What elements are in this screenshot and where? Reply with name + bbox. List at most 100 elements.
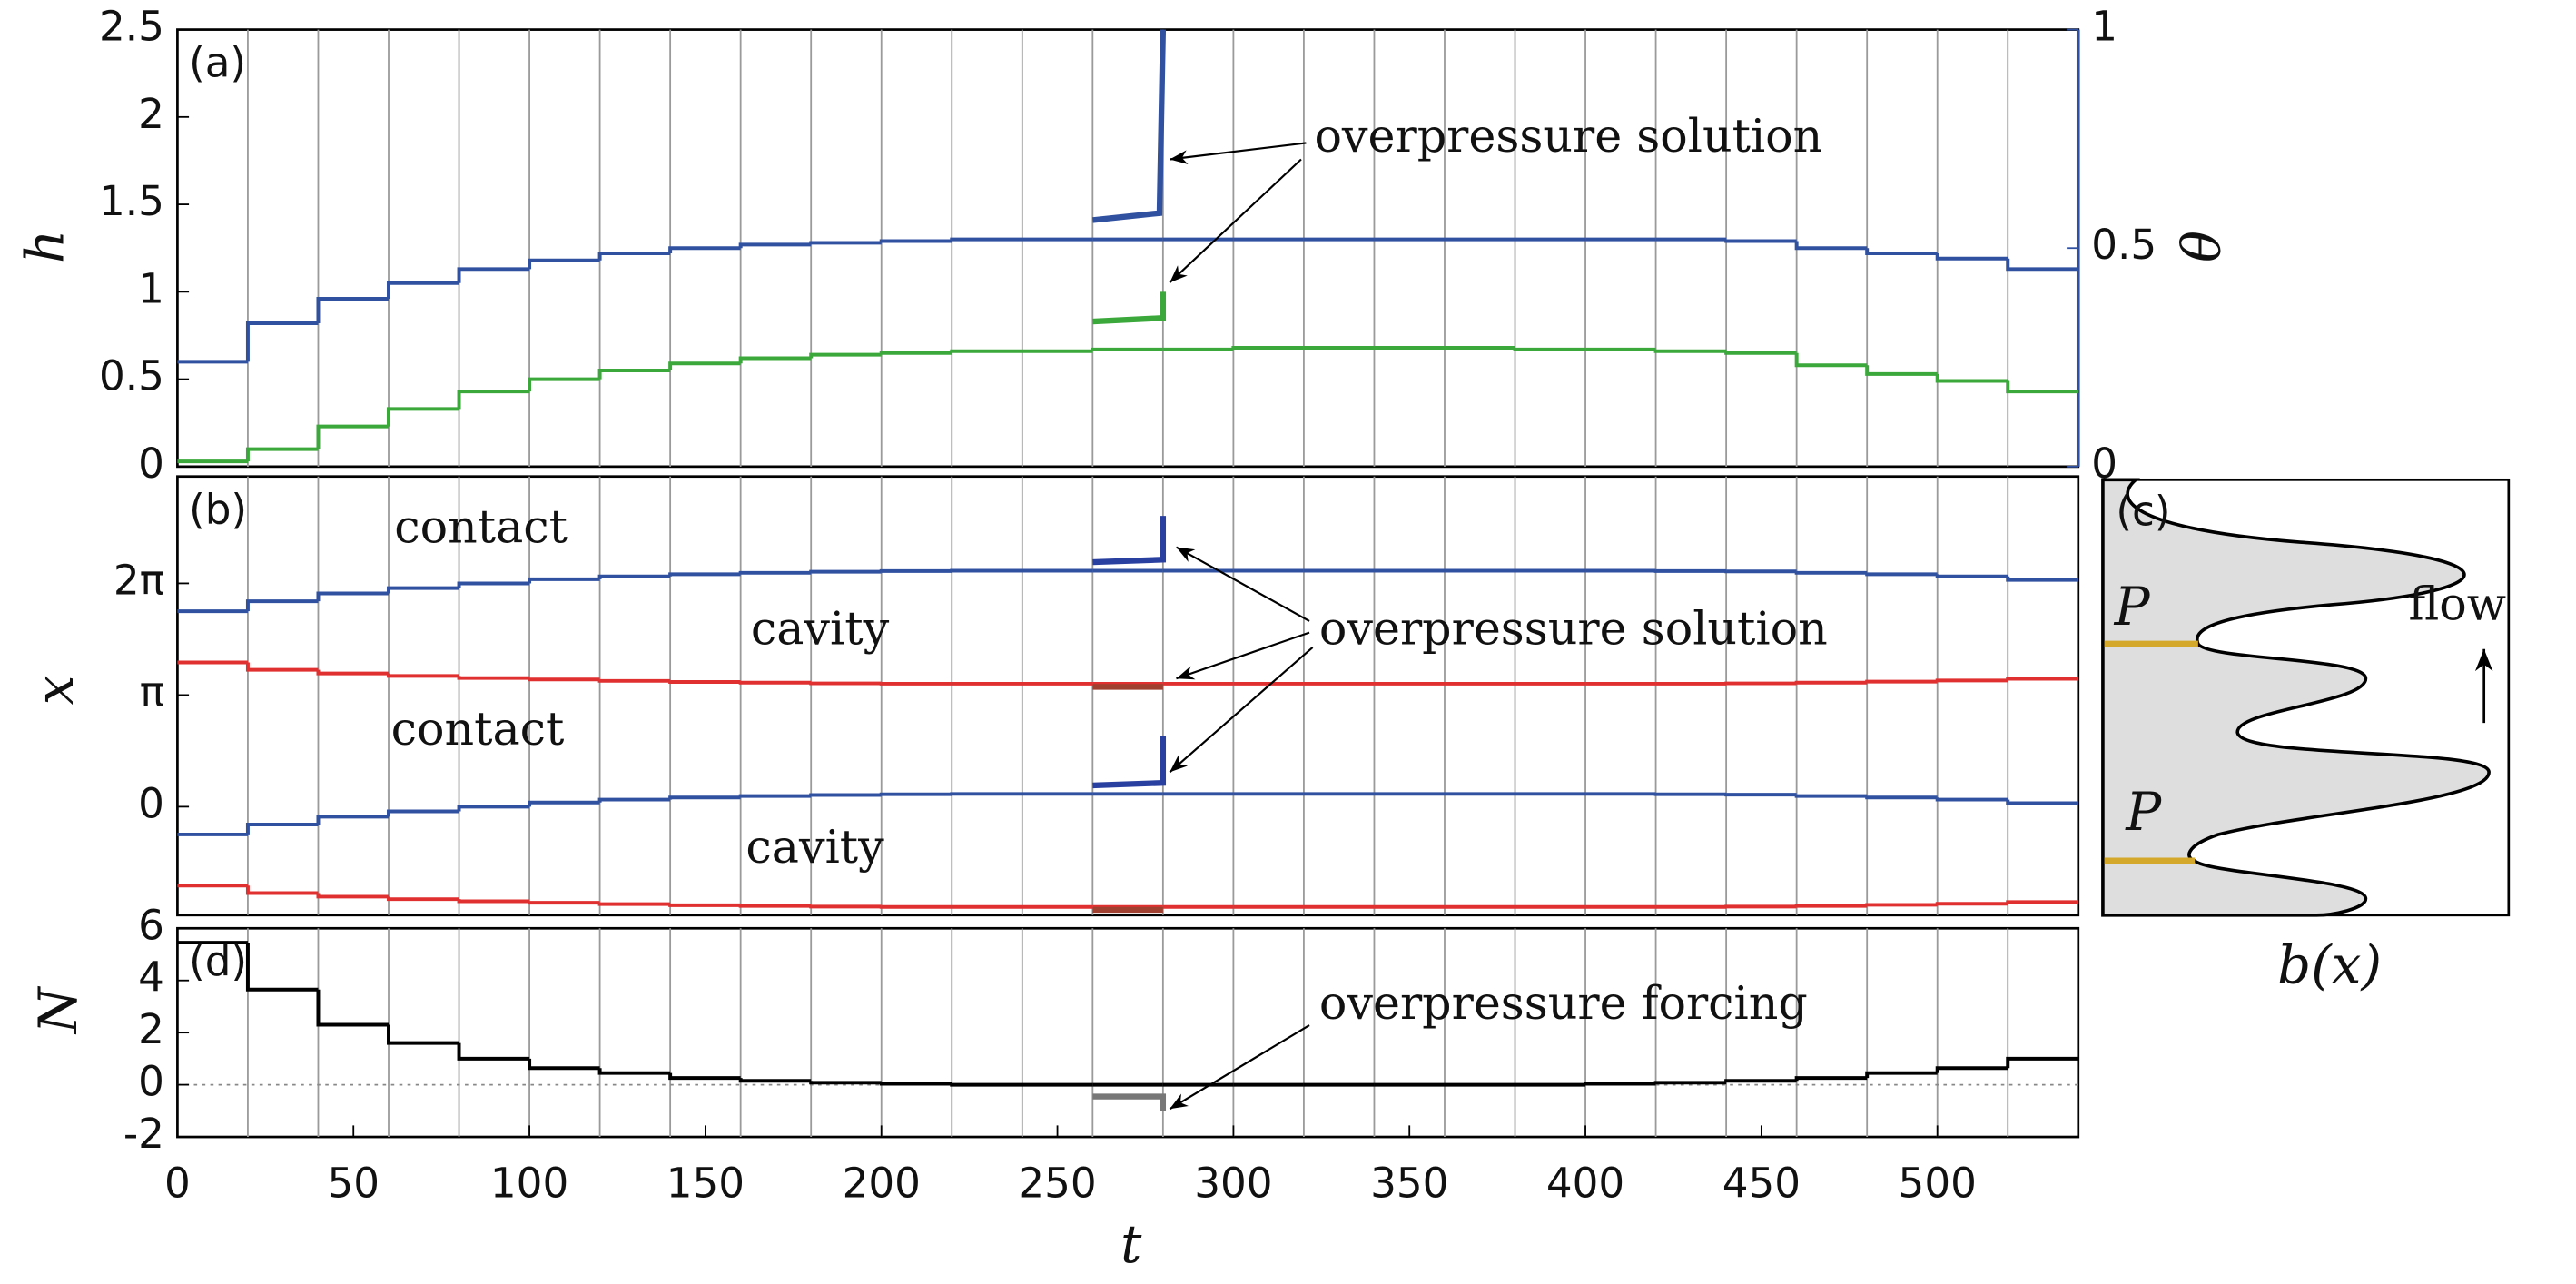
annotation: cavity	[751, 602, 890, 656]
step-segment	[387, 586, 459, 594]
x-tick-label: 400	[1546, 1159, 1624, 1207]
flow-label: flow	[2408, 577, 2506, 630]
step-segment	[597, 1068, 671, 1075]
step-segment	[950, 237, 1022, 242]
step-segment	[528, 377, 600, 392]
y-axis-label: x	[24, 676, 85, 706]
step-segment	[1794, 904, 1868, 908]
y2-axis-label: θ	[2171, 231, 2233, 262]
x-tick-label: 350	[1370, 1159, 1448, 1207]
step-segment	[1513, 347, 1586, 351]
line	[1092, 1093, 1167, 1111]
y-axis-label: h	[14, 230, 75, 263]
step-segment	[597, 902, 671, 906]
step-segment	[1794, 794, 1868, 798]
step-segment	[1794, 352, 1868, 368]
step-segment	[809, 352, 882, 359]
step-segment	[950, 1082, 1022, 1087]
step-segment	[316, 893, 390, 899]
step-segment	[1935, 797, 2008, 802]
step-segment	[1794, 570, 1868, 575]
step-segment	[528, 901, 600, 905]
x-tick-label: 500	[1899, 1159, 1977, 1207]
annotation: contact	[394, 499, 568, 553]
arrow	[1169, 647, 1314, 774]
step-segment	[457, 676, 530, 680]
x-tick-label: 50	[327, 1159, 380, 1207]
step-segment	[245, 822, 319, 835]
panel-frame	[176, 926, 2080, 1139]
step-segment	[1724, 351, 1797, 355]
step-segment	[457, 899, 530, 904]
step-segment	[668, 1072, 741, 1081]
step-segment	[950, 349, 1022, 353]
arrow	[1169, 158, 1302, 284]
step-segment	[809, 681, 882, 686]
step-segment	[597, 678, 671, 683]
step-segment	[2006, 576, 2078, 582]
step-segment	[316, 815, 390, 825]
step-segment	[597, 797, 671, 803]
step-segment	[1865, 1071, 1938, 1079]
step-segment	[738, 680, 812, 685]
step-segment	[457, 390, 530, 410]
step-segment	[528, 677, 600, 682]
p-label: P	[2114, 576, 2151, 637]
step-segment	[1865, 903, 1938, 907]
step-segment	[668, 361, 741, 370]
step-segment	[528, 577, 600, 584]
step-segment	[597, 368, 671, 380]
y2-tick-label: 0.5	[2091, 221, 2157, 269]
panel-label: (c)	[2116, 487, 2170, 535]
x-tick-label: 300	[1194, 1159, 1272, 1207]
x-tick-label: 250	[1018, 1159, 1096, 1207]
step-segment	[387, 1024, 459, 1045]
step-segment	[245, 885, 319, 895]
step-segment	[1724, 239, 1797, 243]
step-segment	[316, 989, 390, 1027]
step-segment	[245, 943, 319, 992]
line	[1092, 516, 1167, 566]
step-segment	[1653, 349, 1727, 353]
annotation: overpressure solution	[1314, 109, 1822, 163]
step-segment	[245, 662, 319, 672]
step-segment	[1865, 572, 1938, 577]
panel-label: (a)	[189, 38, 246, 86]
step-segment	[387, 281, 459, 300]
y-tick-label: 2	[138, 1005, 164, 1053]
bed-profile	[2101, 478, 2491, 917]
x-tick-label: 100	[490, 1159, 568, 1207]
x-tick-label: 450	[1722, 1159, 1801, 1207]
step-segment	[1935, 574, 2008, 578]
step-segment	[2006, 258, 2078, 272]
step-segment	[738, 904, 812, 908]
step-segment	[2006, 380, 2078, 394]
x-tick-label: 150	[666, 1159, 745, 1207]
step-segment	[2006, 900, 2078, 904]
y-tick-label: 0	[138, 779, 164, 827]
step-segment	[809, 1081, 882, 1085]
step-segment	[1865, 795, 1938, 800]
step-segment	[457, 581, 530, 588]
step-segment	[245, 447, 319, 462]
step-segment	[2006, 677, 2078, 681]
line	[1092, 291, 1167, 325]
step-segment	[1935, 373, 2008, 383]
y-axis-label: N	[27, 985, 89, 1035]
panel-c: (c) P P flow b(x)	[2101, 478, 2511, 996]
line	[1091, 29, 1167, 223]
y-tick-label: 2.5	[99, 3, 164, 51]
panel-label: (d)	[189, 937, 247, 985]
step-segment	[597, 574, 671, 579]
y-tick-label: 6	[138, 901, 164, 949]
step-segment	[1794, 680, 1868, 685]
step-segment	[1865, 365, 1938, 376]
step-segment	[387, 809, 459, 817]
x-axis-label: b(x)	[2277, 934, 2382, 996]
y-tick-label: π	[140, 667, 164, 716]
y-tick-label: 0	[138, 1058, 164, 1106]
y2-tick-label: 1	[2091, 3, 2117, 51]
step-segment	[316, 424, 390, 449]
